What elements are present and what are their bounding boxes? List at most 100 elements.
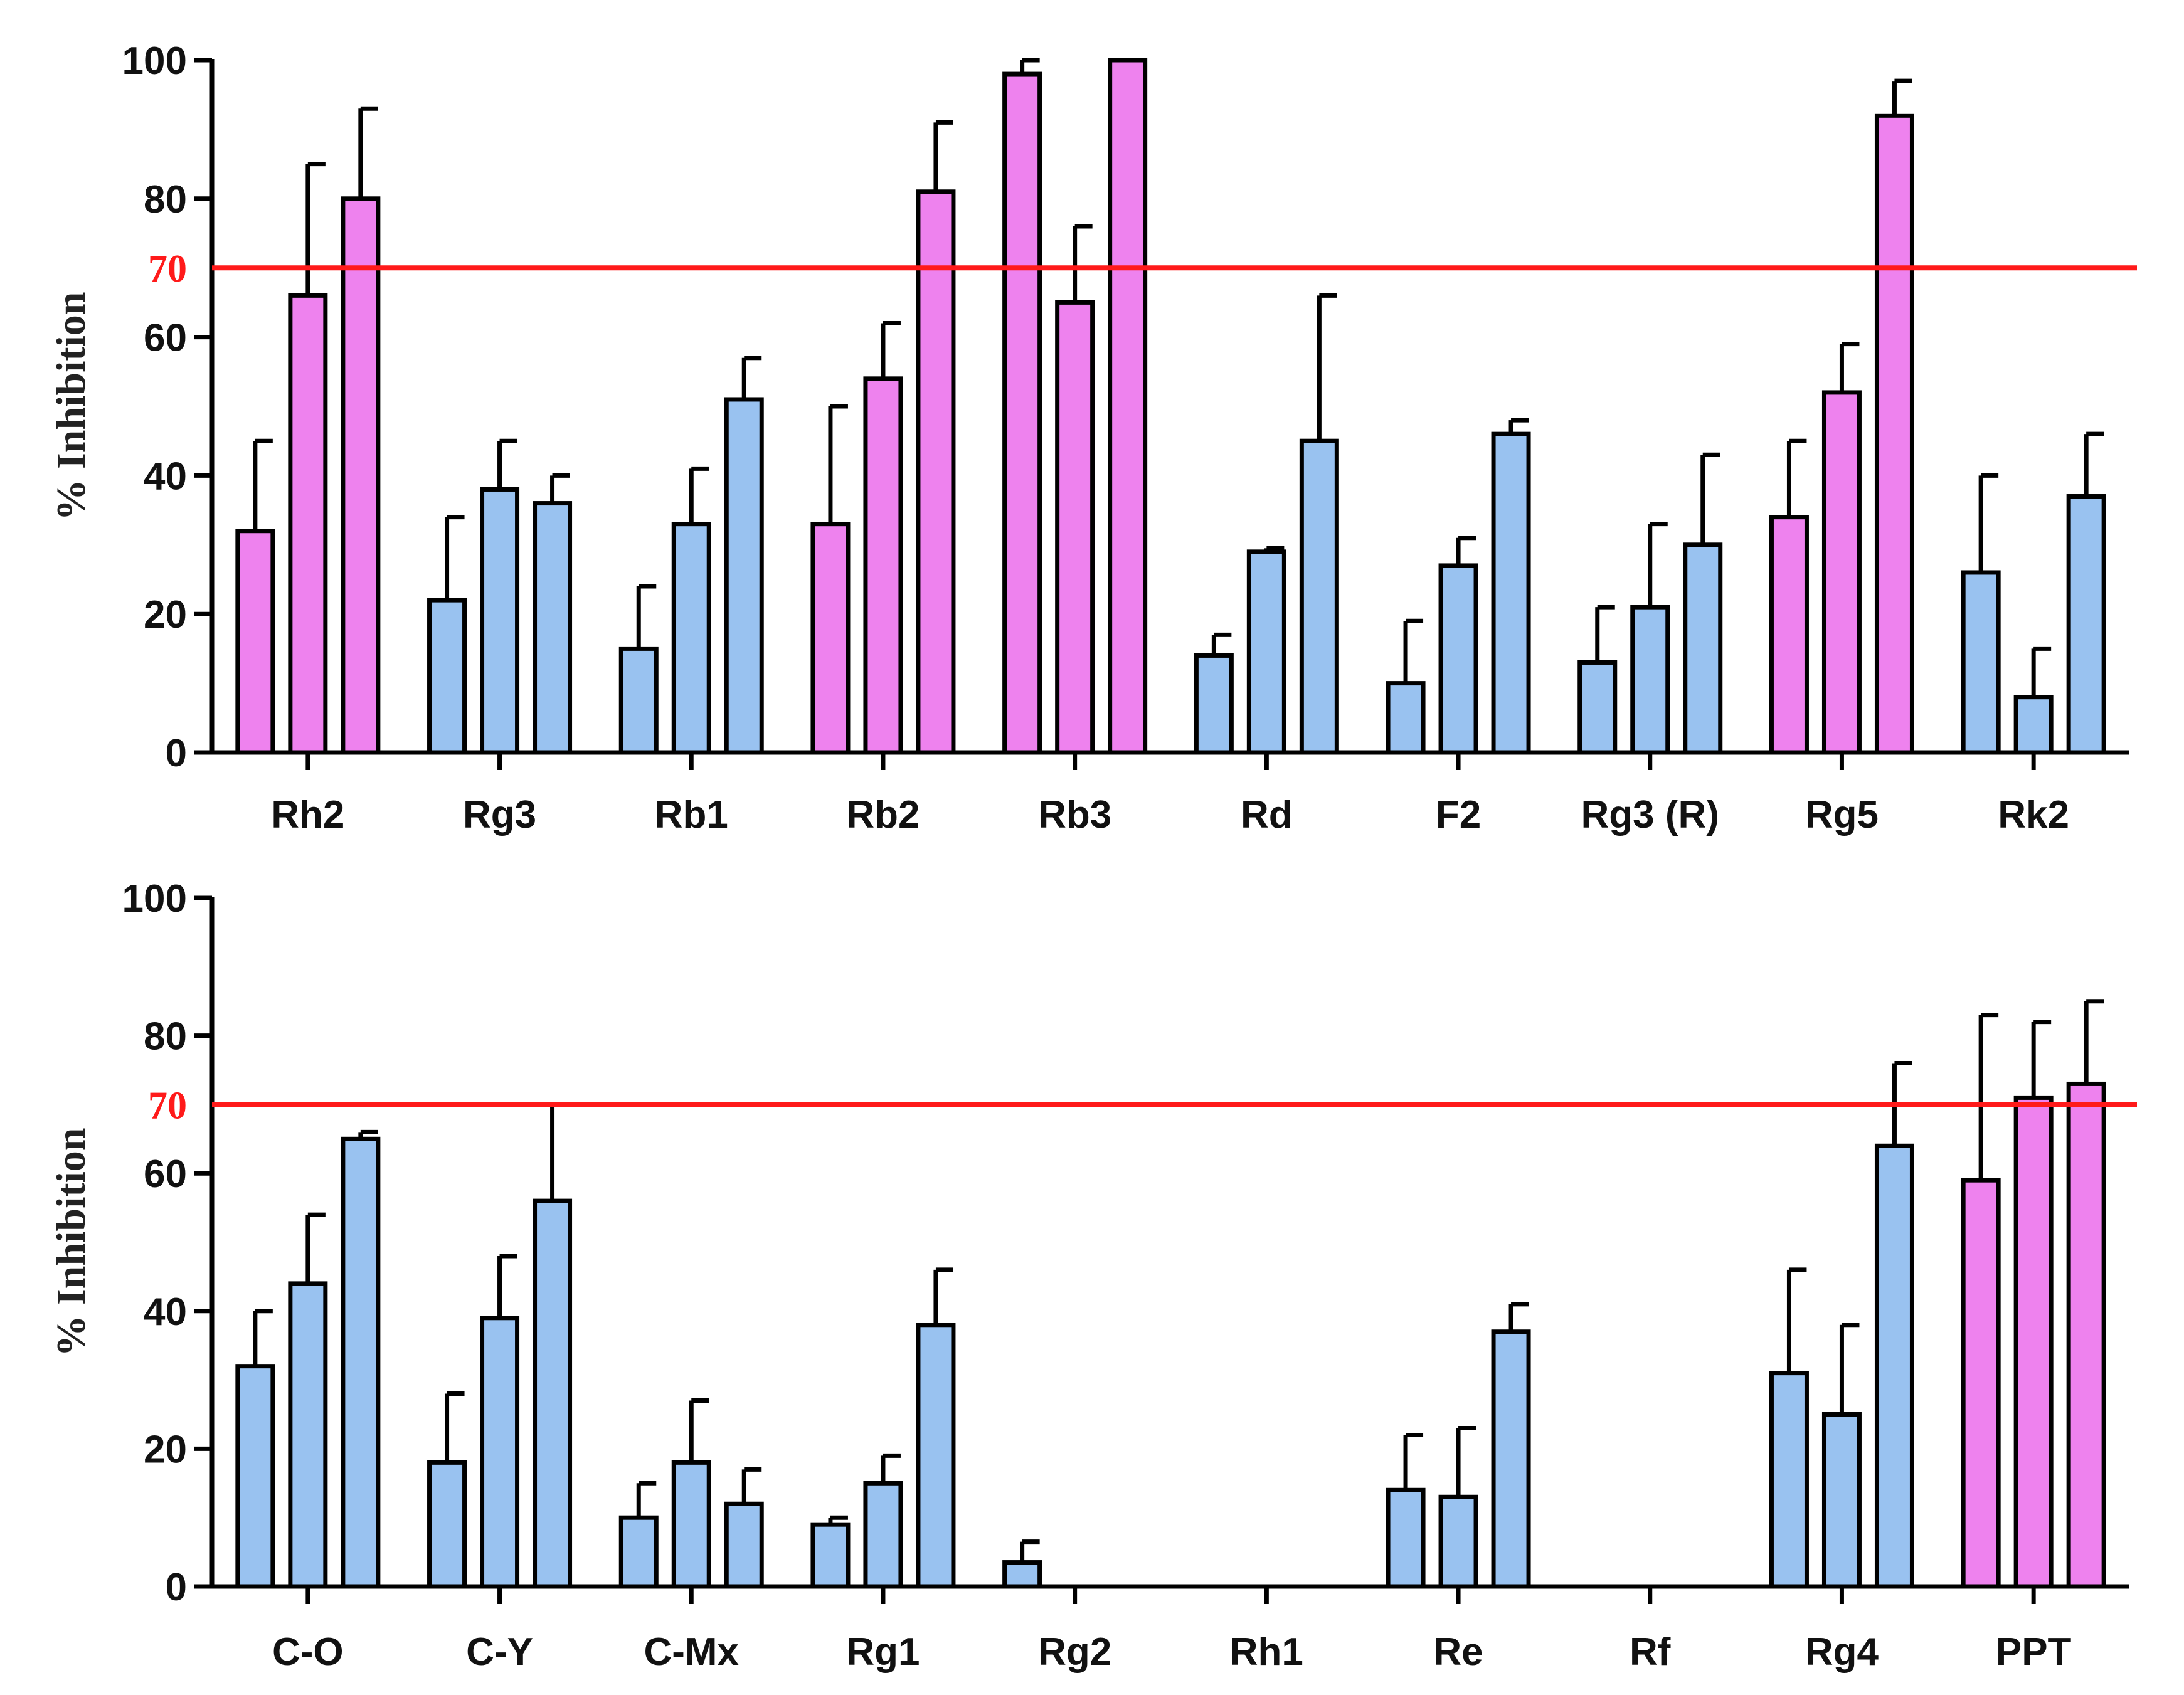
x-tick-label: Rg5: [1805, 793, 1879, 837]
bar: [480, 1316, 520, 1589]
bar: [1874, 113, 1914, 755]
bar: [1821, 1412, 1862, 1589]
threshold-label: 70: [148, 248, 187, 290]
bar: [671, 1460, 711, 1589]
bar-group: [235, 1129, 381, 1589]
x-tick-label: Rg3: [463, 793, 536, 837]
bar: [1246, 549, 1286, 755]
bar-group: [427, 1102, 573, 1589]
bar-group: [618, 1398, 764, 1589]
bar-group: [1961, 431, 2106, 755]
bar: [1683, 542, 1723, 755]
bar: [480, 487, 520, 755]
y-tick-label: 20: [144, 593, 187, 636]
bar-group: [1386, 1302, 1531, 1589]
bar-group: [810, 1267, 956, 1589]
bar: [288, 1281, 328, 1589]
bar: [341, 1136, 381, 1589]
bar: [341, 196, 381, 755]
bar: [1769, 515, 1809, 755]
y-tick-label: 20: [144, 1428, 187, 1471]
threshold-label: 70: [148, 1084, 187, 1127]
bar: [1874, 1143, 1914, 1589]
bar: [235, 529, 275, 755]
x-tick-label: Rh2: [271, 793, 344, 837]
x-tick-label: F2: [1436, 793, 1481, 837]
bar: [2066, 494, 2106, 755]
bar: [1386, 1487, 1426, 1589]
x-tick-label: Rd: [1241, 793, 1293, 837]
chart-panel-1: 0 20 40 60 80 100 % Inhibition Rh2 Rg3 Rb1 Rb2 Rb3 R…: [48, 40, 2137, 837]
bar: [1821, 390, 1862, 755]
bar: [810, 522, 851, 755]
bar: [288, 293, 328, 755]
bar-group: [1386, 418, 1531, 755]
x-tick-label: Rf: [1630, 1630, 1671, 1674]
y-tick-label: 0: [166, 732, 187, 775]
bar: [2013, 1095, 2054, 1589]
chart-panel-2: 0 20 40 60 80 100 % Inhibition C-O C-Y C-Mx Rg1 Rg2…: [48, 877, 2137, 1674]
x-tick-label: C-Y: [466, 1630, 533, 1674]
x-tick-label: Rg2: [1038, 1630, 1111, 1674]
y-tick-label: 0: [166, 1566, 187, 1609]
x-tick-label: Rg4: [1805, 1630, 1879, 1674]
bar: [235, 1364, 275, 1589]
y-tick-label: 40: [144, 455, 187, 498]
bar: [1108, 58, 1148, 755]
bar: [1961, 1178, 2001, 1589]
x-tick-label: Rk2: [1998, 793, 2069, 837]
bar-group: [1577, 452, 1723, 755]
bar: [810, 1522, 851, 1589]
y-tick-label: 60: [144, 317, 187, 360]
x-tick-label: C-Mx: [644, 1630, 739, 1674]
x-tick-label: Re: [1433, 1630, 1483, 1674]
bar: [427, 1460, 467, 1589]
bar: [1194, 653, 1234, 755]
bar-group: [1769, 1061, 1914, 1589]
bar: [863, 376, 903, 755]
bar: [1491, 431, 1531, 755]
y-tick-label: 80: [144, 178, 187, 221]
bar-group: [427, 438, 573, 755]
bar: [671, 522, 711, 755]
y-tick-label: 100: [122, 877, 187, 921]
y-tick-label: 40: [144, 1291, 187, 1334]
bar: [1961, 570, 2001, 755]
bar: [1002, 71, 1042, 755]
bar-group: [1194, 293, 1339, 755]
bar: [1055, 300, 1095, 755]
y-tick-label: 100: [122, 40, 187, 83]
x-tick-label: Rb2: [846, 793, 920, 837]
x-tick-label: Rg3 (R): [1581, 793, 1719, 837]
bar: [2013, 695, 2054, 755]
bar: [1299, 438, 1339, 755]
bar: [533, 1198, 573, 1589]
bar: [724, 397, 764, 755]
x-tick-label: Rg1: [846, 1630, 920, 1674]
x-tick-label: C-O: [272, 1630, 344, 1674]
bar: [916, 1323, 956, 1589]
bar-group: [618, 356, 764, 755]
bar: [618, 1515, 659, 1589]
bar: [1630, 605, 1670, 755]
bar-group: [1002, 1539, 1042, 1589]
bar: [1769, 1371, 1809, 1589]
bar: [1491, 1329, 1531, 1589]
bar: [1386, 681, 1426, 755]
bar-group: [235, 106, 381, 755]
y-tick-label: 60: [144, 1153, 187, 1196]
bar: [618, 646, 659, 755]
x-tick-label: Rb1: [655, 793, 728, 837]
bar: [533, 501, 573, 755]
bar-group: [1769, 78, 1914, 755]
bar-group: [1002, 58, 1148, 755]
bar: [1002, 1560, 1042, 1589]
x-tick-label: Rb3: [1038, 793, 1111, 837]
y-tick-label: 80: [144, 1015, 187, 1059]
bar: [1438, 1494, 1478, 1589]
bar: [1577, 660, 1618, 755]
bar-group: [1961, 999, 2106, 1589]
y-axis-title: % Inhibition: [48, 292, 94, 521]
bar: [916, 189, 956, 755]
